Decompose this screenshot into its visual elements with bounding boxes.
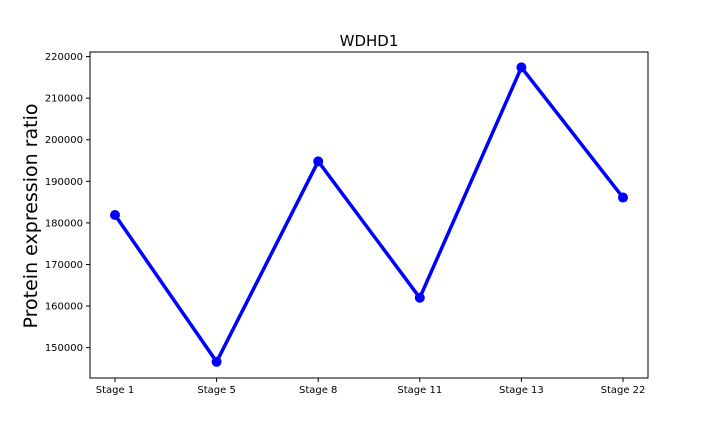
chart-title: WDHD1	[340, 32, 399, 50]
y-tick-label: 150000	[45, 343, 83, 354]
y-tick-label: 200000	[45, 135, 83, 146]
y-tick-label: 220000	[45, 52, 83, 63]
y-tick-label: 180000	[45, 218, 83, 229]
series-group	[110, 62, 628, 367]
x-tick-label: Stage 22	[601, 385, 646, 396]
x-axis: Stage 1 Stage 5 Stage 8 Stage 11 Stage 13 Sta…	[96, 378, 646, 396]
y-axis: 150000 160000 170000 180000 190000 200000 2100…	[45, 52, 90, 354]
data-point	[313, 156, 324, 167]
x-tick-label: Stage 5	[197, 385, 235, 396]
y-axis-label: Protein expression ratio	[20, 104, 42, 329]
y-tick-label: 160000	[45, 302, 83, 313]
x-tick-label: Stage 1	[96, 385, 134, 396]
data-point	[110, 210, 120, 220]
data-point	[516, 62, 527, 73]
data-point	[414, 292, 425, 303]
data-point	[618, 192, 628, 203]
y-tick-label: 170000	[45, 260, 83, 271]
y-tick-label: 190000	[45, 177, 83, 188]
series-line	[113, 64, 625, 366]
x-tick-label: Stage 13	[499, 385, 544, 396]
y-tick-label: 210000	[45, 94, 83, 105]
data-point	[211, 356, 222, 367]
x-tick-label: Stage 11	[397, 385, 442, 396]
x-tick-label: Stage 8	[299, 385, 337, 396]
plot-area-frame	[89, 51, 649, 379]
